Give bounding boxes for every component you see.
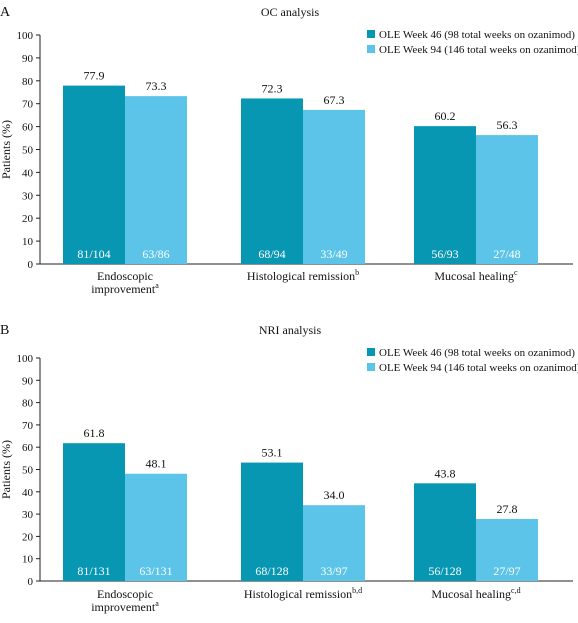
legend-swatch [367, 45, 375, 53]
bar-value-label: 72.3 [262, 81, 283, 95]
panel-letter: A [0, 5, 11, 20]
category-label: improvementa [91, 281, 159, 296]
bar-count-label: 63/86 [142, 247, 169, 261]
y-tick-label: 90 [22, 53, 34, 65]
bar-count-label: 81/104 [77, 247, 110, 261]
bar-value-label: 43.8 [435, 466, 456, 480]
chart-title: NRI analysis [259, 323, 322, 337]
category-label: Endoscopic [97, 587, 153, 601]
bar-value-label: 34.0 [324, 488, 345, 502]
legend-swatch [367, 348, 375, 356]
legend-swatch [367, 363, 375, 371]
legend-label: OLE Week 94 (146 total weeks on ozanimod… [379, 44, 578, 56]
bar-count-label: 33/49 [320, 247, 347, 261]
y-tick-label: 50 [22, 465, 34, 477]
y-tick-label: 40 [22, 167, 34, 179]
bar-value-label: 27.8 [497, 502, 518, 516]
bar-count-label: 68/128 [255, 564, 288, 578]
category-label: Mucosal healingc,d [431, 586, 520, 601]
category-label: Histological remissionb [247, 268, 359, 283]
category-label: improvementa [91, 599, 159, 614]
category-label: Endoscopic [97, 269, 153, 283]
legend-label: OLE Week 94 (146 total weeks on ozanimod… [379, 362, 578, 374]
bar-week94 [476, 519, 538, 581]
bar-week94 [303, 505, 365, 581]
y-tick-label: 90 [22, 375, 34, 387]
y-tick-label: 20 [22, 531, 34, 543]
y-tick-label: 60 [22, 442, 34, 454]
bar-week94 [476, 135, 538, 264]
y-tick-label: 80 [22, 76, 34, 88]
bar-count-label: 33/97 [320, 564, 347, 578]
bar-week94 [303, 109, 365, 265]
bar-value-label: 73.3 [146, 79, 167, 93]
y-tick-label: 10 [22, 236, 34, 248]
bar-count-label: 68/94 [258, 247, 285, 261]
bar-count-label: 56/93 [431, 247, 458, 261]
y-axis-label: Patients (%) [0, 440, 13, 499]
category-label: Mucosal healingc [434, 268, 518, 283]
bar-week46 [63, 443, 125, 581]
legend-label: OLE Week 46 (98 total weeks on ozanimod) [379, 29, 575, 41]
chart-panel-b: B NRI analysis Patients (%) 0 10 20 30 40 50 60 70… [0, 323, 578, 614]
bar-week94 [125, 473, 187, 581]
y-tick-label: 0 [28, 259, 34, 271]
bar-count-label: 27/48 [493, 247, 520, 261]
y-tick-label: 100 [17, 353, 34, 365]
category-label: Histological remissionb,d [244, 586, 362, 601]
y-tick-label: 70 [22, 420, 34, 432]
y-tick-label: 60 [22, 122, 34, 134]
bar-week46 [241, 98, 303, 264]
bar-value-label: 56.3 [497, 118, 518, 132]
chart-panel-a: A OC analysis Patients (%) 0 10 20 30 40 50 60 70 8… [0, 5, 578, 296]
y-tick-label: 80 [22, 398, 34, 410]
bar-count-label: 56/128 [428, 564, 461, 578]
y-tick-label: 0 [28, 576, 34, 588]
panel-letter: B [0, 323, 9, 338]
bar-week46 [63, 85, 125, 264]
bar-value-label: 67.3 [324, 93, 345, 107]
bar-count-label: 63/131 [139, 564, 172, 578]
chart-title: OC analysis [261, 5, 320, 19]
bar-value-label: 53.1 [262, 446, 283, 460]
y-tick-label: 30 [22, 509, 34, 521]
bar-value-label: 48.1 [146, 457, 167, 471]
y-tick-label: 50 [22, 145, 34, 157]
legend-swatch [367, 30, 375, 38]
bar-value-label: 60.2 [435, 109, 456, 123]
bar-count-label: 27/97 [493, 564, 520, 578]
bar-week46 [414, 483, 476, 581]
y-tick-label: 40 [22, 487, 34, 499]
y-tick-label: 100 [17, 30, 34, 42]
bar-week46 [414, 126, 476, 264]
y-tick-label: 70 [22, 99, 34, 111]
legend-label: OLE Week 46 (98 total weeks on ozanimod) [379, 347, 575, 359]
y-tick-label: 30 [22, 190, 34, 202]
bar-week94 [125, 96, 187, 264]
y-axis-label: Patients (%) [0, 120, 13, 179]
bar-count-label: 81/131 [77, 564, 110, 578]
y-tick-label: 20 [22, 213, 34, 225]
bar-value-label: 61.8 [84, 426, 105, 440]
y-tick-label: 10 [22, 554, 34, 566]
bar-week46 [241, 462, 303, 581]
bar-value-label: 77.9 [84, 69, 105, 83]
